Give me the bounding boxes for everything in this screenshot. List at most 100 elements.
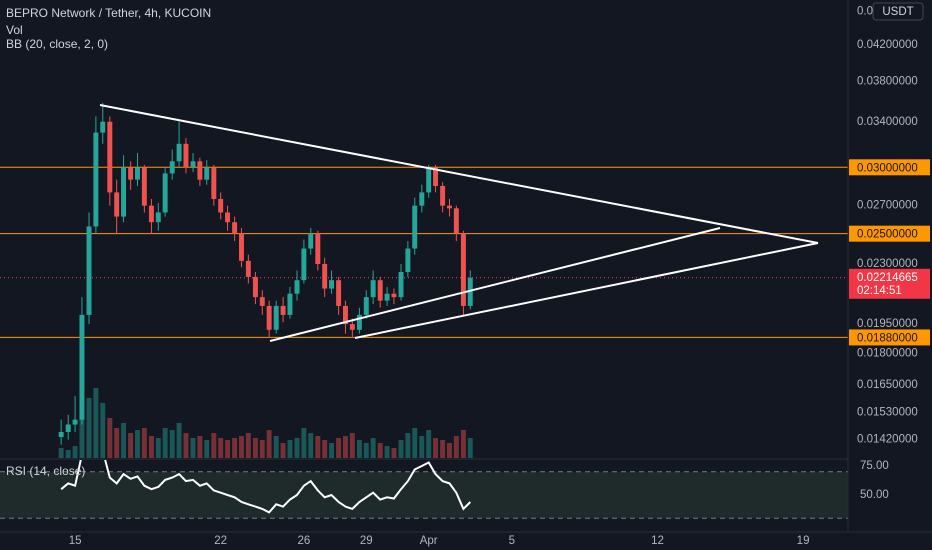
level-label: 0.03000000 xyxy=(857,162,918,174)
price-axis: 0.046000000.042000000.038000000.03400000… xyxy=(69,6,930,547)
x-tick-label: 29 xyxy=(360,535,373,547)
candle-body xyxy=(363,297,369,315)
candle-body xyxy=(197,161,203,180)
volume-bar xyxy=(377,443,383,458)
volume-bar xyxy=(72,446,78,458)
volume-bar xyxy=(405,433,411,458)
candle-body xyxy=(343,305,348,325)
volume-bar xyxy=(343,436,348,458)
y-tick-label: 0.03400000 xyxy=(857,116,918,128)
level-label-box xyxy=(849,225,930,242)
y-tick-label: 0.01950000 xyxy=(857,318,918,330)
last-price-box xyxy=(849,268,930,299)
y-tick-label: 0.01650000 xyxy=(857,379,918,391)
candle-body xyxy=(356,314,362,330)
candle-body xyxy=(107,121,113,193)
volume-bar xyxy=(114,428,120,458)
volume-bar xyxy=(225,440,231,458)
last-price-label: 0.02214665 xyxy=(857,272,918,284)
candle-body xyxy=(141,167,147,206)
candle-body xyxy=(176,143,182,162)
candle-body xyxy=(391,293,397,298)
level-label: 0.01880000 xyxy=(857,332,918,344)
candle-body xyxy=(190,161,196,168)
candle-body xyxy=(114,192,120,217)
x-tick-label: Apr xyxy=(420,535,438,547)
x-tick-label: 12 xyxy=(651,535,664,547)
volume-bar xyxy=(266,430,272,458)
volume-bar xyxy=(135,430,140,458)
currency-badge[interactable] xyxy=(872,2,924,21)
volume-bar xyxy=(363,443,369,458)
price-pane xyxy=(0,102,848,458)
candle-body xyxy=(100,121,106,133)
currency-label[interactable]: USDT xyxy=(882,6,913,18)
candle-body xyxy=(287,293,293,315)
volume-bar xyxy=(280,443,286,458)
volume-bar xyxy=(107,418,113,458)
candle-body xyxy=(169,161,175,174)
volume-bar xyxy=(287,440,293,458)
candle-body xyxy=(245,260,251,277)
volume-bar xyxy=(315,436,321,458)
y-tick-label: 0.04200000 xyxy=(857,39,918,51)
candle-body xyxy=(349,324,355,330)
candle-body xyxy=(93,132,99,227)
volume-bar xyxy=(384,446,390,458)
candle-body xyxy=(336,280,342,306)
volume-bar xyxy=(356,440,362,458)
volume-bar xyxy=(121,423,127,458)
candle-body xyxy=(211,167,217,199)
candle-body xyxy=(259,297,265,306)
volume-bar xyxy=(426,430,432,458)
volume-bar xyxy=(232,438,238,458)
volume-bar xyxy=(412,428,418,458)
candle-body xyxy=(79,314,85,420)
x-tick-label: 15 xyxy=(69,535,82,547)
volume-bar xyxy=(197,436,203,458)
volume-bar xyxy=(259,440,265,458)
candle-body xyxy=(155,212,161,223)
volume-bar xyxy=(141,428,147,458)
candle-body xyxy=(447,205,452,209)
candle-body xyxy=(460,233,466,306)
rsi-tick-label: 50.00 xyxy=(860,489,889,501)
candle-body xyxy=(218,198,224,213)
countdown-label: 02:14:51 xyxy=(857,285,902,297)
volume-bar xyxy=(433,438,439,458)
volume-bar xyxy=(239,436,244,458)
candle-body xyxy=(315,233,321,265)
rsi-line xyxy=(60,460,472,514)
volume-bar xyxy=(86,398,92,458)
y-tick-label: 0.02300000 xyxy=(857,258,918,270)
volume-bar xyxy=(419,436,425,458)
x-tick-label: 22 xyxy=(214,535,227,547)
candle-body xyxy=(65,424,71,432)
volume-bar xyxy=(467,438,473,458)
candle-body xyxy=(135,167,140,180)
rsi-tick-label: 75.00 xyxy=(860,460,889,472)
candle-body xyxy=(433,167,439,186)
volume-bar xyxy=(169,430,175,458)
volume-bar xyxy=(176,423,182,458)
candle-body xyxy=(322,264,328,289)
volume-bar xyxy=(440,440,446,458)
y-tick-label: 0.03800000 xyxy=(857,75,918,87)
trend-lines xyxy=(99,104,819,342)
volume-bar xyxy=(190,438,196,458)
volume-bar xyxy=(301,428,307,458)
volume-bar xyxy=(273,436,279,458)
volume-bar xyxy=(148,436,154,458)
volume-bar xyxy=(79,413,85,458)
candle-body xyxy=(273,305,279,330)
volume-bar xyxy=(398,440,404,458)
volume-bar xyxy=(100,403,106,458)
y-tick-label: 0.02700000 xyxy=(857,200,918,212)
x-tick-label: 5 xyxy=(509,535,515,547)
volume-bar xyxy=(370,438,376,458)
candle-body xyxy=(183,143,189,168)
volume-bar xyxy=(391,448,397,458)
